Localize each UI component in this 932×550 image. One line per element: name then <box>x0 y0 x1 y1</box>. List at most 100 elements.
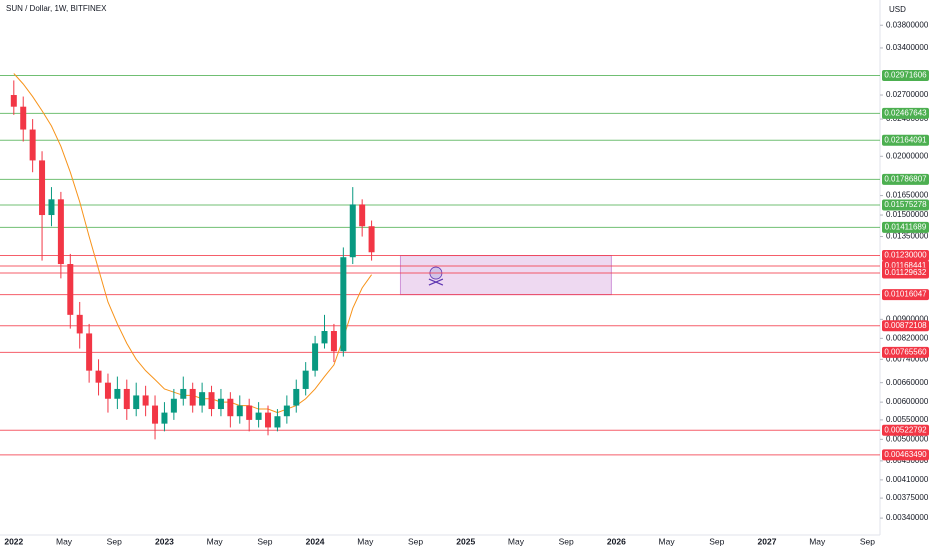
price-tag <box>882 221 929 233</box>
candle-body <box>29 129 36 161</box>
candle-body <box>170 398 177 413</box>
y-tick-label: 0.00600000 <box>886 397 929 406</box>
price-tag-label: 0.02467643 <box>884 109 927 118</box>
price-tag-label: 0.01016047 <box>884 290 927 299</box>
candle-body <box>95 370 102 383</box>
candle-body <box>123 388 130 410</box>
x-tick-label: May <box>357 536 374 546</box>
price-tag-label: 0.02164091 <box>884 135 927 144</box>
candle-body <box>359 204 366 227</box>
candle-body <box>283 405 290 417</box>
y-tick-label: 0.00820000 <box>886 333 929 342</box>
x-tick-label: Sep <box>559 536 574 546</box>
x-tick-label: Sep <box>107 536 122 546</box>
price-tag <box>882 449 929 461</box>
y-tick-label: 0.01650000 <box>886 191 929 200</box>
candle-body <box>76 314 83 334</box>
price-tag <box>882 69 929 81</box>
y-tick-label: 0.03800000 <box>886 20 929 29</box>
y-tick-label: 0.02000000 <box>886 151 929 160</box>
y-tick-label: 0.01350000 <box>886 232 929 241</box>
candle-body <box>39 160 46 216</box>
price-tag-label: 0.01786807 <box>884 174 927 183</box>
price-tag-label: 0.00872108 <box>884 321 927 330</box>
y-tick-label: 0.03400000 <box>886 43 929 52</box>
candle-body <box>161 412 168 424</box>
candle-body <box>133 395 140 410</box>
y-tick-label: 0.00660000 <box>886 378 929 387</box>
price-tag-label: 0.01168441 <box>885 261 927 270</box>
candle-body <box>10 95 17 107</box>
y-tick-label: 0.00450000 <box>886 456 929 465</box>
y-tick-label: 0.00900000 <box>886 314 929 323</box>
y-tick-label: 0.00500000 <box>886 434 929 443</box>
x-tick-label: 2027 <box>758 536 777 546</box>
candle-body <box>330 331 337 352</box>
x-tick-label: May <box>659 536 676 546</box>
candle-body <box>246 405 253 420</box>
candle-body <box>302 370 309 389</box>
price-tag-label: 0.01411689 <box>885 223 927 232</box>
x-tick-label: Sep <box>408 536 423 546</box>
x-tick-label: 2025 <box>456 536 475 546</box>
candle-body <box>199 392 206 406</box>
candle-body <box>217 398 224 410</box>
price-tag <box>882 134 929 146</box>
candle-body <box>274 416 281 428</box>
candle-body <box>142 395 149 406</box>
y-tick-label: 0.00375000 <box>886 493 929 502</box>
x-tick-label: 2026 <box>607 536 626 546</box>
candle-body <box>321 331 328 344</box>
x-tick-label: 2024 <box>306 536 325 546</box>
candle-body <box>255 412 262 420</box>
candle-body <box>236 405 243 417</box>
candle-body <box>293 388 300 406</box>
currency-label: USD <box>889 5 906 14</box>
candle-body <box>86 333 93 371</box>
price-tag-label: 0.00765560 <box>884 347 927 356</box>
y-tick-label: 0.00340000 <box>886 513 929 522</box>
price-tag <box>882 320 929 332</box>
price-tag <box>882 424 929 436</box>
skull-bones <box>428 278 444 286</box>
y-tick-label: 0.00550000 <box>886 415 929 424</box>
candle-body <box>208 392 215 410</box>
y-tick-label: 0.00740000 <box>886 354 929 363</box>
y-tick-label: 0.02700000 <box>886 90 929 99</box>
price-tag <box>882 107 929 119</box>
y-tick-label: 0.00410000 <box>886 475 929 484</box>
candle-body <box>265 412 272 428</box>
candle-body <box>340 257 347 352</box>
candle-body <box>349 204 356 258</box>
x-tick-label: Sep <box>860 536 875 546</box>
x-tick-label: Sep <box>709 536 724 546</box>
x-tick-label: May <box>508 536 525 546</box>
candle-body <box>114 388 121 399</box>
candle-body <box>189 388 196 406</box>
candle-body <box>312 343 319 371</box>
candle-body <box>57 199 64 265</box>
candle-body <box>368 226 375 253</box>
x-tick-label: 2023 <box>155 536 174 546</box>
x-tick-label: May <box>56 536 73 546</box>
price-tag <box>882 199 929 211</box>
price-tag-label: 0.01129632 <box>885 268 927 277</box>
price-tag <box>882 173 929 185</box>
x-tick-label: Sep <box>257 536 272 546</box>
x-tick-label: 2022 <box>4 536 23 546</box>
price-tag-label: 0.02971606 <box>884 71 927 80</box>
price-tag <box>882 289 929 301</box>
x-tick-label: May <box>809 536 826 546</box>
price-tag-label: 0.00522792 <box>884 425 927 434</box>
price-tag-label: 0.01230000 <box>884 251 927 260</box>
candle-body <box>227 398 234 417</box>
price-tag-label: 0.01575278 <box>884 200 927 209</box>
price-tag-label: 0.00463490 <box>884 450 927 459</box>
candle-body <box>152 405 159 424</box>
candle-body <box>67 264 74 315</box>
chart-title: SUN / Dollar, 1W, BITFINEX <box>6 4 107 13</box>
y-tick-label: 0.01500000 <box>886 210 929 219</box>
candle-body <box>180 388 187 399</box>
